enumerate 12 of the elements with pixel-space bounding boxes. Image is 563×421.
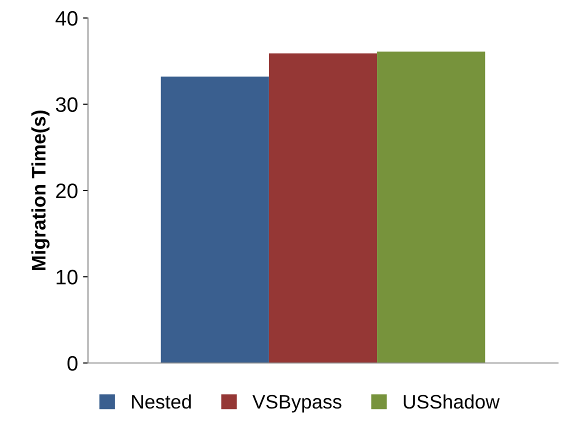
bar xyxy=(268,53,378,363)
y-tick-label: 40 xyxy=(56,11,78,26)
bar xyxy=(377,52,486,363)
y-axis-title: Migration Time(s) xyxy=(31,110,50,270)
y-tick-label: 0 xyxy=(68,356,78,371)
bar xyxy=(160,76,269,363)
y-tick-label: 20 xyxy=(56,184,78,198)
y-tick-label: 10 xyxy=(56,270,78,285)
legend-label: USShadow xyxy=(404,394,500,409)
legend-label: Nested xyxy=(132,394,191,409)
y-tick-label: 30 xyxy=(56,97,78,112)
legend-label: VSBypass xyxy=(252,394,342,413)
